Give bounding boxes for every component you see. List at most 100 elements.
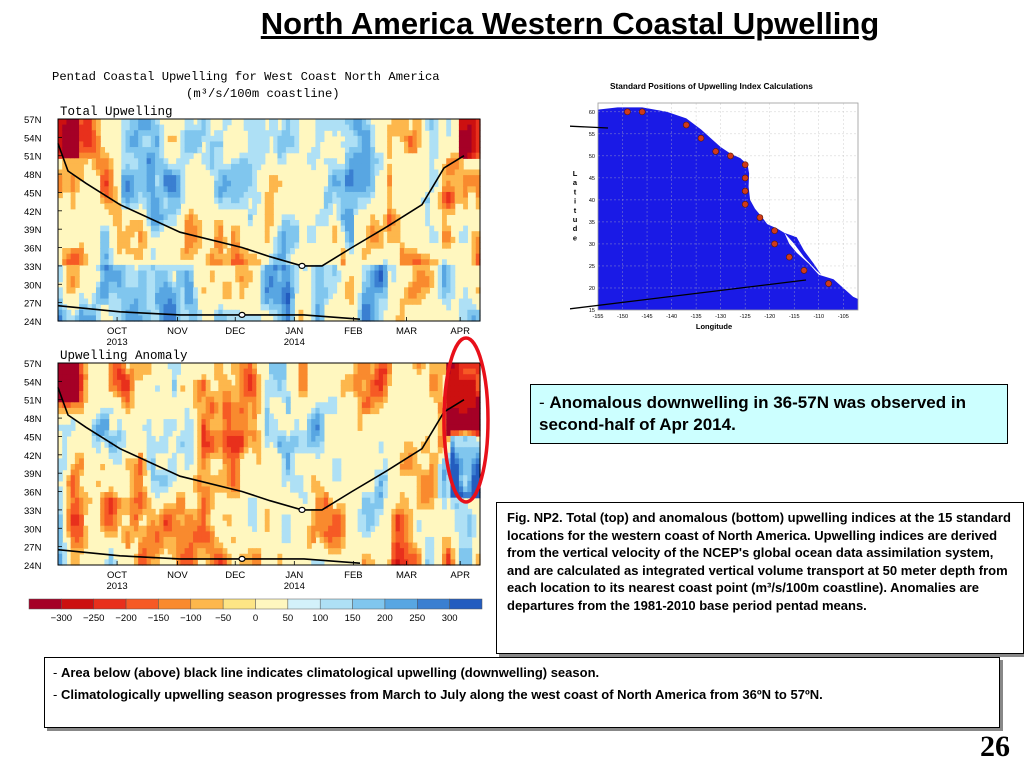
map-y-tick-label: 50 (589, 154, 595, 160)
upwelling-station-point (741, 174, 749, 182)
upwelling-station-point (756, 214, 764, 221)
y-tick-label: 27N (24, 543, 42, 554)
map-title: Standard Positions of Upwelling Index Ca… (610, 81, 813, 91)
pointer-arrow-bottom (570, 279, 807, 310)
x-tick-label: FEB (344, 326, 362, 337)
map-x-tick-label: -120 (764, 314, 775, 320)
upwelling-station-point (624, 108, 631, 116)
colorbar-tick-label: −100 (180, 613, 201, 624)
map-y-tick-label: 35 (589, 220, 595, 226)
colorbar-tick-label: 50 (283, 613, 294, 624)
y-tick-label: 36N (24, 244, 42, 255)
upwelling-station-point (638, 108, 646, 116)
anomaly-note-dash: - (539, 393, 550, 412)
upwelling-station-point (771, 240, 778, 248)
colorbar-tick-label: 150 (345, 613, 361, 624)
map-x-tick-label: -110 (813, 314, 824, 320)
colorbar-swatch (158, 598, 192, 610)
colorbar-tick-label: −300 (51, 613, 72, 624)
y-tick-label: 45N (24, 188, 42, 199)
x-tick-label: APR (450, 326, 470, 337)
y-tick-label: 33N (24, 506, 42, 517)
x-tick-label: JAN (285, 570, 303, 581)
x-tick-label: JAN (285, 326, 303, 337)
anomaly-note-text: Anomalous downwelling in 36-57N was obse… (539, 393, 966, 434)
colorbar-tick-label: −50 (215, 613, 231, 624)
y-tick-label: 39N (24, 225, 42, 236)
bullet-text: Climatologically upwelling season progre… (60, 687, 823, 702)
map-x-tick-label: -105 (838, 314, 849, 320)
colorbar-swatch (417, 598, 450, 610)
page-number: 26 (980, 730, 1010, 763)
x-tick-label: NOV (167, 570, 188, 581)
y-tick-label: 30N (24, 280, 42, 291)
y-tick-label: 57N (24, 115, 42, 126)
colorbar-tick-label: −250 (83, 613, 104, 624)
bullet-dash: - (53, 665, 61, 680)
map-x-tick-label: -130 (715, 314, 726, 320)
y-tick-label: 51N (24, 152, 42, 163)
pointer-arrow-top (570, 125, 609, 129)
colorbar-tick-label: 250 (409, 613, 425, 624)
colorbar-tick-label: 100 (312, 613, 328, 624)
y-tick-label: 33N (24, 262, 42, 273)
bottom-panel-label: Upwelling Anomaly (60, 349, 188, 363)
map-x-tick-label: -125 (740, 314, 751, 320)
y-tick-label: 24N (24, 561, 42, 572)
x-tick-label: OCT (107, 326, 127, 337)
bullet-dash: - (53, 687, 61, 702)
bullet-item: - Climatologically upwelling season prog… (53, 686, 991, 704)
top-panel-label: Total Upwelling (60, 105, 173, 119)
y-tick-label: 30N (24, 524, 42, 535)
colorbar-swatch (28, 598, 62, 610)
map-y-tick-label: 45 (589, 176, 595, 182)
colorbar-swatch (125, 598, 159, 610)
colorbar-tick-label: −150 (148, 613, 169, 624)
colorbar-tick-label: −200 (115, 613, 136, 624)
colorbar-swatch (449, 598, 483, 610)
colorbar-tick-label: 200 (377, 613, 393, 624)
y-tick-label: 42N (24, 451, 42, 462)
y-tick-label: 48N (24, 414, 42, 425)
colorbar-swatch (255, 598, 289, 610)
y-tick-label: 45N (24, 432, 42, 443)
upwelling-station-point (741, 187, 749, 195)
upwelling-station-point (682, 121, 690, 129)
y-tick-label: 57N (24, 359, 42, 370)
map-y-tick-label: 40 (589, 198, 595, 204)
colorbar-swatch (319, 598, 353, 610)
colorbar-swatch (222, 598, 256, 610)
x-year-label: 2014 (284, 581, 305, 592)
map-x-tick-label: -145 (642, 314, 653, 320)
y-tick-label: 39N (24, 469, 42, 480)
bullet-item: - Area below (above) black line indicate… (53, 664, 991, 682)
x-year-label: 2013 (107, 581, 128, 592)
upwelling-station-point (727, 152, 734, 160)
map-xlabel: Longitude (696, 322, 732, 331)
upwelling-station-point (825, 280, 832, 287)
y-tick-label: 51N (24, 396, 42, 407)
bullet-notes: - Area below (above) black line indicate… (44, 657, 1000, 728)
highlight-ellipse (442, 336, 490, 504)
x-tick-label: APR (450, 570, 470, 581)
map-x-tick-label: -150 (617, 314, 628, 320)
map-y-tick-label: 55 (589, 132, 595, 138)
x-tick-label: MAR (396, 570, 417, 581)
y-tick-label: 24N (24, 317, 42, 328)
upwelling-station-point (800, 267, 808, 274)
upwelling-station-point (741, 161, 749, 168)
map-y-tick-label: 60 (589, 110, 595, 116)
y-tick-label: 36N (24, 488, 42, 499)
y-tick-label: 54N (24, 133, 42, 144)
colorbar-swatch (287, 598, 321, 610)
x-year-label: 2014 (284, 337, 305, 348)
x-tick-label: DEC (225, 326, 245, 337)
upwelling-heatmap-figure: Pentad Coastal Upwelling for West Coast … (24, 70, 490, 624)
y-tick-label: 42N (24, 207, 42, 218)
colorbar-swatch (352, 598, 386, 610)
map-x-tick-label: -155 (592, 314, 603, 320)
figure-title-line2: (m³/s/100m coastline) (186, 87, 340, 101)
map-x-tick-label: -135 (691, 314, 702, 320)
colorbar-swatch (93, 598, 127, 610)
figure-title-line1: Pentad Coastal Upwelling for West Coast … (52, 70, 440, 84)
